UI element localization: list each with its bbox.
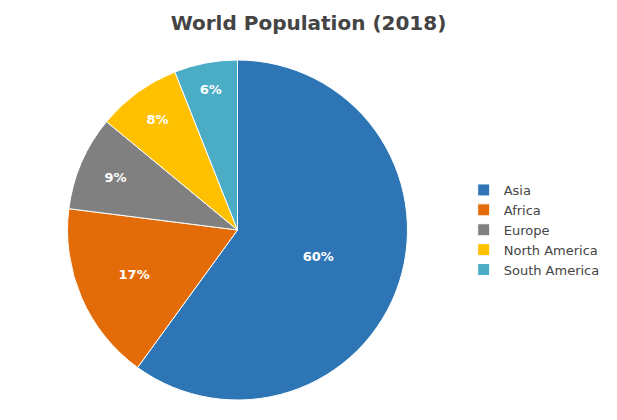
svg-text:World Population (2018): World Population (2018) — [171, 11, 447, 35]
svg-text:9%: 9% — [104, 170, 126, 185]
svg-text:60%: 60% — [303, 249, 334, 264]
svg-text:Europe: Europe — [504, 223, 550, 238]
svg-text:South America: South America — [504, 263, 600, 278]
svg-text:17%: 17% — [119, 267, 150, 282]
svg-text:Africa: Africa — [504, 203, 541, 218]
svg-text:6%: 6% — [200, 82, 222, 97]
svg-text:8%: 8% — [146, 112, 168, 127]
svg-text:North America: North America — [504, 243, 598, 258]
svg-text:Asia: Asia — [504, 183, 531, 198]
